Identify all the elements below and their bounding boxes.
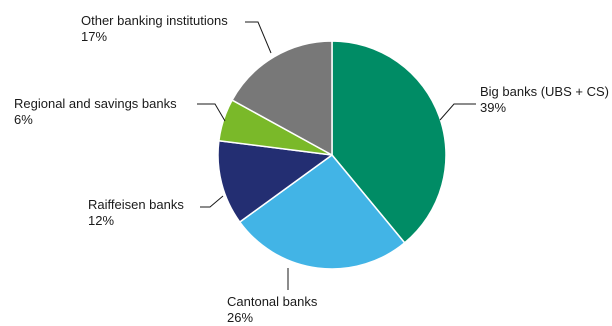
slice-percent: 17% [81,29,108,44]
slice-label-regional-savings-banks: Regional and savings banks 6% [14,96,177,128]
pie-slice-other-institutions [231,40,333,156]
leader-line-raiffeisen-banks [200,195,224,208]
slice-label-cantonal-banks: Cantonal banks 26% [227,294,317,326]
pie-slice-raiffeisen-banks [217,139,333,223]
slice-name: Big banks (UBS + CS) [480,84,609,99]
slice-percent: 6% [14,112,33,127]
slice-name: Other banking institutions [81,13,228,28]
slice-name: Cantonal banks [227,294,318,309]
slice-percent: 26% [227,310,254,325]
slice-label-other-institutions: Other banking institutions 17% [81,13,228,45]
slice-name: Regional and savings banks [14,96,177,111]
leader-line-big-banks [439,103,476,121]
leader-line-other-institutions [245,21,272,54]
pie-slice-cantonal-banks [239,154,406,270]
pie-slice-big-banks [331,40,447,244]
slice-percent: 39% [480,100,507,115]
leader-line-regional-savings-banks [197,103,226,122]
slice-label-raiffeisen-banks: Raiffeisen banks 12% [88,197,184,229]
slice-label-big-banks: Big banks (UBS + CS) 39% [480,84,609,116]
slice-name: Raiffeisen banks [88,197,184,212]
slice-percent: 12% [88,213,115,228]
